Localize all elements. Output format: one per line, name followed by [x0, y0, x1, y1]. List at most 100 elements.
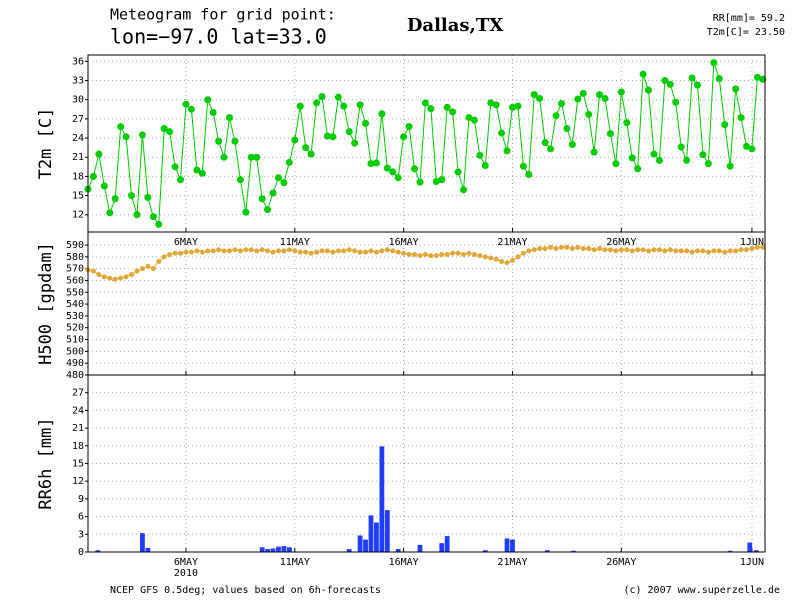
data-point	[646, 248, 652, 254]
data-point	[476, 151, 484, 159]
y-tick-label: 0	[78, 547, 84, 558]
bar	[727, 550, 733, 552]
bar	[544, 550, 550, 552]
data-point	[417, 253, 423, 259]
bar	[379, 446, 385, 552]
data-point	[651, 247, 657, 253]
data-point	[541, 139, 549, 147]
y-tick-label: 30	[72, 95, 84, 106]
data-point	[427, 105, 435, 113]
data-point	[704, 160, 712, 168]
data-point	[345, 128, 353, 136]
data-point	[122, 133, 130, 141]
y-tick-label: 15	[72, 459, 84, 470]
data-point	[481, 162, 489, 170]
data-point	[624, 247, 630, 253]
data-point	[465, 114, 473, 122]
data-point	[684, 248, 690, 254]
data-point	[504, 260, 510, 266]
data-point	[754, 244, 760, 250]
data-point	[210, 248, 216, 254]
source: NCEP GFS 0.5deg; values based on 6h-fore…	[110, 585, 381, 596]
data-point	[390, 248, 396, 254]
data-point	[607, 247, 613, 253]
data-point	[487, 99, 495, 107]
bar	[145, 547, 151, 552]
y-tick-label: 21	[72, 423, 84, 434]
data-point	[536, 94, 544, 102]
x-tick-label: 11MAY	[280, 557, 310, 568]
data-point	[341, 248, 347, 254]
data-point	[673, 248, 679, 254]
data-point	[357, 249, 363, 255]
data-point	[167, 251, 173, 257]
data-point	[138, 131, 146, 139]
bar	[270, 548, 276, 552]
bar	[368, 515, 374, 552]
data-point	[286, 247, 292, 253]
y-tick-label: 18	[72, 441, 84, 452]
data-point	[596, 91, 604, 99]
data-point	[503, 147, 511, 155]
y-tick-label: 24	[72, 405, 84, 416]
data-point	[557, 100, 565, 108]
data-point	[372, 159, 380, 167]
x-tick-label: 26MAY	[606, 557, 636, 568]
data-point	[416, 178, 424, 186]
data-point	[274, 174, 282, 182]
data-point	[248, 247, 254, 253]
data-point	[265, 248, 271, 254]
data-point	[329, 133, 337, 141]
data-point	[450, 250, 456, 256]
data-point	[352, 248, 358, 254]
data-point	[111, 195, 119, 203]
data-point	[303, 249, 309, 255]
data-point	[161, 254, 167, 260]
data-point	[149, 213, 157, 221]
data-point	[612, 160, 620, 168]
data-point	[401, 250, 407, 256]
data-point	[508, 103, 516, 111]
data-point	[575, 244, 581, 250]
data-point	[428, 253, 434, 259]
data-point	[363, 249, 369, 255]
data-point	[586, 246, 592, 252]
bar	[374, 522, 379, 552]
data-point	[542, 246, 548, 252]
data-point	[591, 247, 597, 253]
data-point	[182, 100, 190, 108]
data-point	[727, 248, 733, 254]
bar	[571, 550, 576, 552]
data-point	[264, 206, 272, 214]
data-point	[574, 95, 582, 103]
data-point	[112, 276, 118, 282]
data-point	[590, 148, 598, 156]
data-point	[732, 85, 740, 93]
data-point	[568, 140, 576, 148]
bar	[384, 510, 390, 552]
data-point	[694, 81, 702, 89]
data-point	[324, 248, 330, 254]
data-point	[356, 101, 364, 109]
data-point	[760, 244, 766, 250]
data-point	[199, 249, 205, 255]
data-point	[563, 124, 571, 132]
data-point	[499, 259, 505, 265]
data-point	[569, 246, 575, 252]
x-tick-label: 6MAY	[174, 237, 198, 248]
data-point	[650, 150, 658, 158]
data-point	[187, 105, 195, 113]
data-point	[400, 133, 408, 141]
x-tick-label: 21MAY	[497, 557, 527, 568]
data-point	[100, 182, 108, 190]
data-point	[226, 248, 232, 254]
data-point	[291, 136, 299, 144]
title-line: Meteogram for grid point:	[110, 6, 336, 24]
data-point	[378, 110, 386, 118]
data-point	[150, 266, 156, 272]
data-point	[498, 129, 506, 137]
data-point	[640, 247, 646, 253]
data-point	[160, 124, 168, 132]
data-point	[655, 156, 663, 164]
